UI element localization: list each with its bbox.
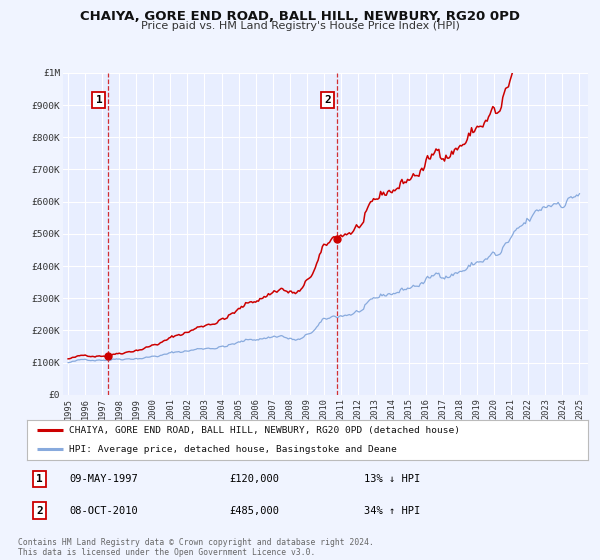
Text: 1: 1 <box>95 95 103 105</box>
Text: HPI: Average price, detached house, Basingstoke and Deane: HPI: Average price, detached house, Basi… <box>69 445 397 454</box>
Text: 2: 2 <box>324 95 331 105</box>
Text: 2: 2 <box>36 506 43 516</box>
Text: £120,000: £120,000 <box>229 474 279 484</box>
Text: 08-OCT-2010: 08-OCT-2010 <box>69 506 138 516</box>
Text: Contains HM Land Registry data © Crown copyright and database right 2024.: Contains HM Land Registry data © Crown c… <box>18 538 374 547</box>
Text: 34% ↑ HPI: 34% ↑ HPI <box>364 506 420 516</box>
Text: CHAIYA, GORE END ROAD, BALL HILL, NEWBURY, RG20 0PD (detached house): CHAIYA, GORE END ROAD, BALL HILL, NEWBUR… <box>69 426 460 435</box>
Text: This data is licensed under the Open Government Licence v3.0.: This data is licensed under the Open Gov… <box>18 548 316 557</box>
Text: 1: 1 <box>36 474 43 484</box>
Text: 13% ↓ HPI: 13% ↓ HPI <box>364 474 420 484</box>
Text: CHAIYA, GORE END ROAD, BALL HILL, NEWBURY, RG20 0PD: CHAIYA, GORE END ROAD, BALL HILL, NEWBUR… <box>80 10 520 22</box>
Text: Price paid vs. HM Land Registry's House Price Index (HPI): Price paid vs. HM Land Registry's House … <box>140 21 460 31</box>
Text: £485,000: £485,000 <box>229 506 279 516</box>
Text: 09-MAY-1997: 09-MAY-1997 <box>69 474 138 484</box>
